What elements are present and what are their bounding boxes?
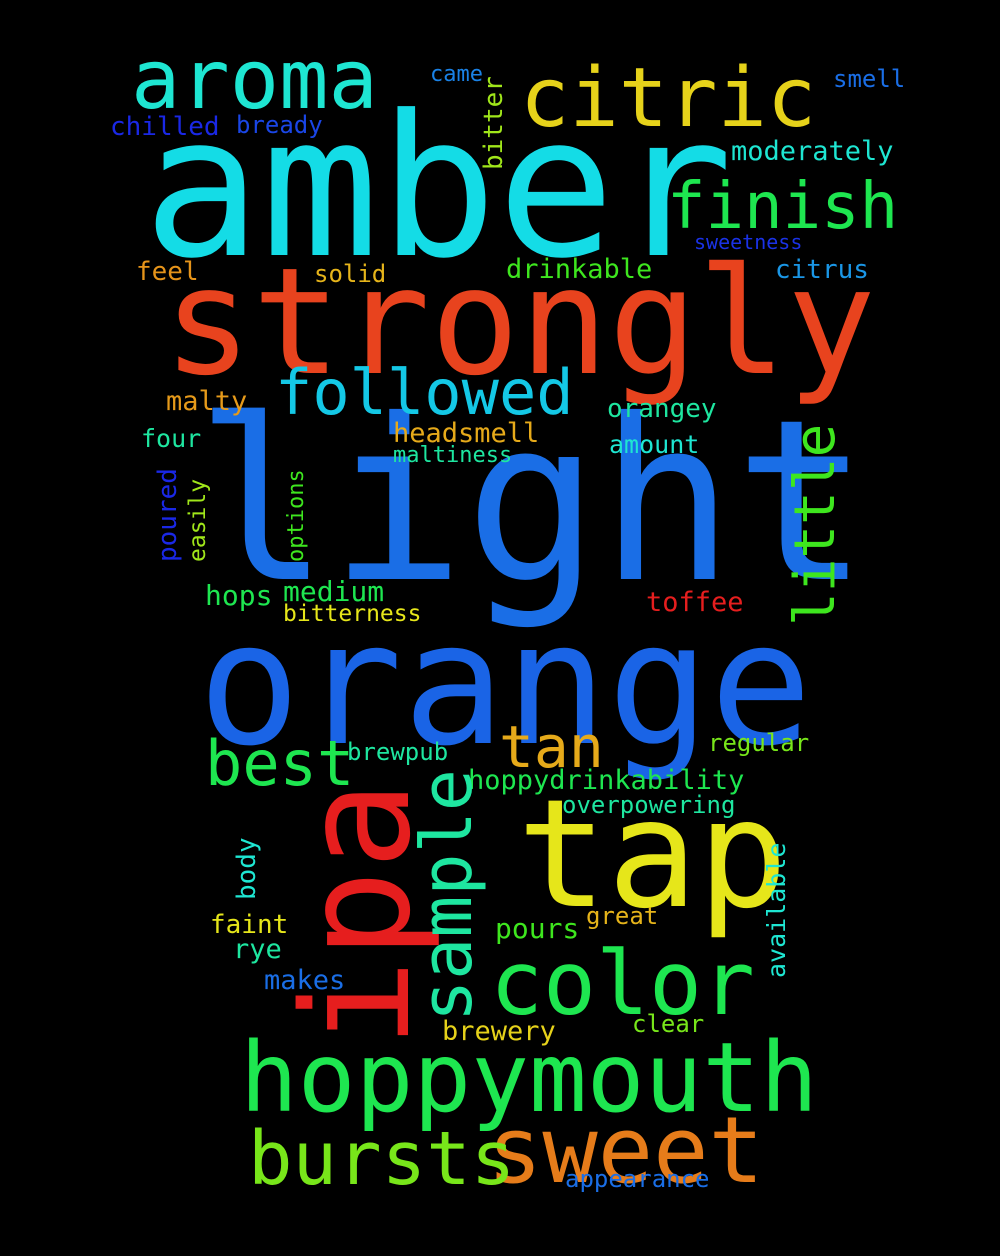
word-easily: easily [185,478,211,562]
word-headsmell: headsmell [393,418,540,449]
word-sample: sample [406,769,488,1022]
word-tan: tan [499,713,604,781]
word-orangey: orangey [607,394,717,424]
word-chilled: chilled [110,112,220,142]
word-light: light [195,371,870,632]
word-bready: bready [236,111,323,139]
word-finish: finish [667,170,899,244]
word-amber: amber [143,74,734,302]
word-pours: pours [495,912,580,945]
word-brewery: brewery [442,1016,556,1047]
word-hoppydrinkability: hoppydrinkability [468,765,745,796]
word-amount: amount [609,430,700,459]
word-hops: hops [205,579,273,612]
word-medium: medium [283,575,385,608]
word-makes: makes [264,965,346,996]
word-toffee: toffee [646,587,744,618]
word-orange: orange [198,586,813,784]
word-bitter: bitter [479,76,509,170]
word-tap: tap [517,768,788,942]
word-brewpub: brewpub [347,738,449,766]
word-best: best [205,727,355,800]
word-moderately: moderately [731,136,894,167]
word-bitterness: bitterness [283,601,422,627]
word-hoppymouth: hoppymouth [240,1022,818,1134]
word-little: little [783,423,848,626]
word-body: body [232,837,262,900]
word-rye: rye [233,934,282,965]
word-aroma: aroma [131,33,378,128]
word-followed: followed [275,356,574,429]
word-overpowering: overpowering [562,791,736,819]
word-citric: citric [520,51,817,146]
word-color: color [490,932,755,1035]
word-maltiness: maltiness [393,443,513,468]
word-strongly: strongly [163,236,876,408]
word-sweetness: sweetness [694,230,803,254]
word-feel: feel [136,257,199,287]
word-clear: clear [632,1010,705,1038]
word-bursts: bursts [248,1116,516,1202]
word-four: four [141,424,202,453]
word-sweet: sweet [487,1097,764,1204]
word-regular: regular [708,729,810,757]
word-solid: solid [314,260,387,288]
word-malty: malty [166,386,248,417]
word-options: options [284,469,309,562]
word-came: came [430,62,483,87]
word-citrus: citrus [775,255,869,285]
word-great: great [586,902,659,930]
word-available: available [762,842,791,978]
word-faint: faint [210,910,289,940]
word-drinkable: drinkable [506,254,653,285]
word-poured: poured [153,468,183,562]
word-appearance: appearance [565,1165,710,1193]
word-smell: smell [833,65,906,93]
